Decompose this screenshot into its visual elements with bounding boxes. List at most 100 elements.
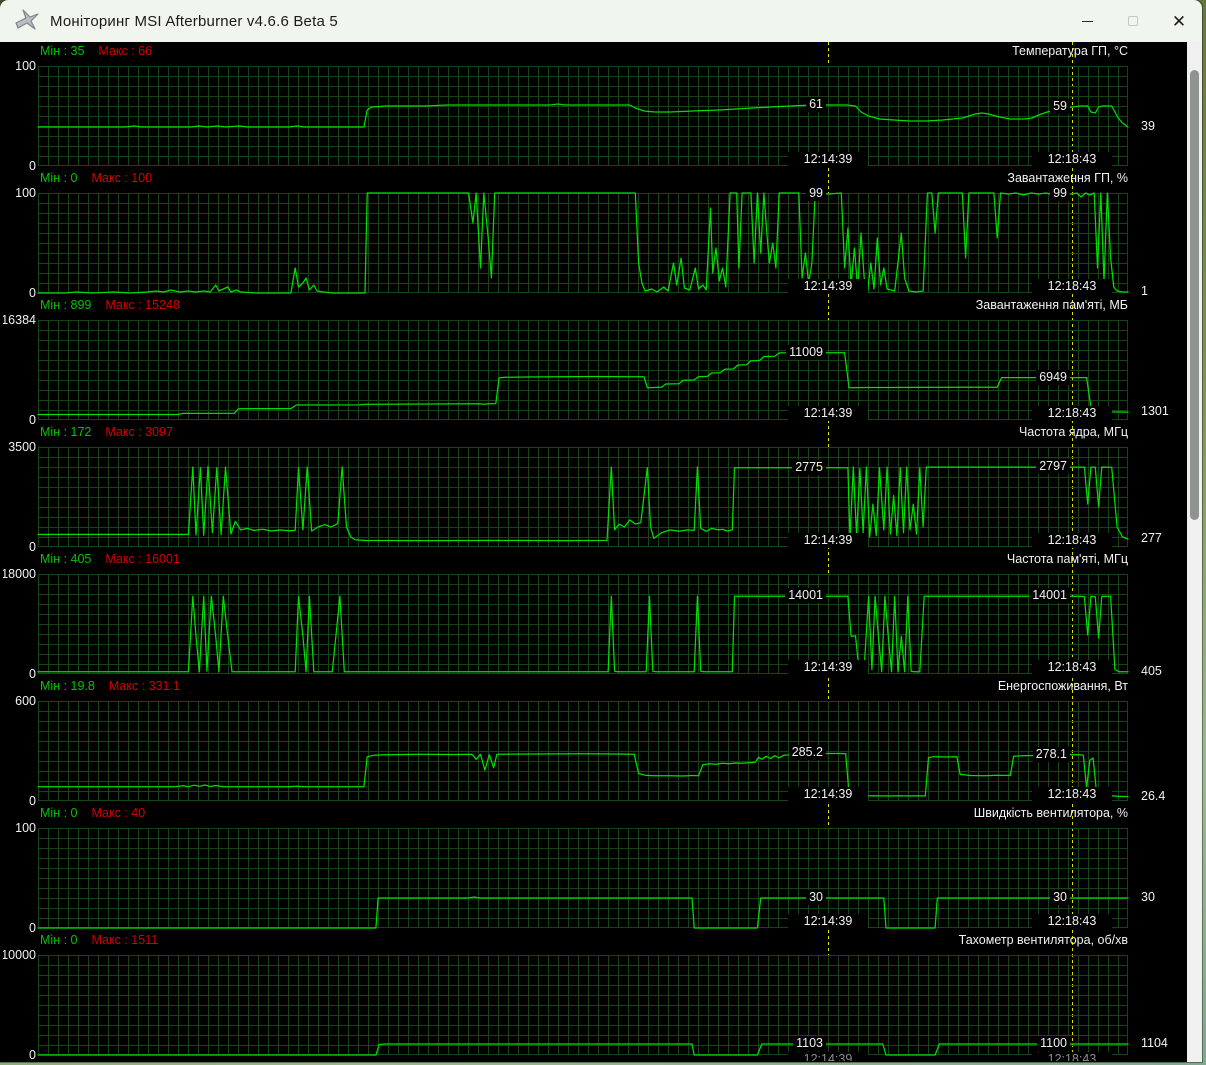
min-value-label: Мін : 0 <box>40 806 78 820</box>
timestamp-cursor1: 12:14:39 <box>788 533 868 548</box>
monitoring-area: Мін : 35 Макс : 66 Температура ГП, °C 1 0 0 0 6… <box>3 42 1185 1061</box>
monitor-panel: Мін : 0 Макс : 40 Швидкість вентилятора, %… <box>3 804 1185 935</box>
trace-svg <box>37 896 1129 929</box>
cursor2-value-label: 59 <box>1050 99 1070 114</box>
maximize-button[interactable] <box>1110 0 1156 42</box>
plot-grid <box>37 828 1129 929</box>
trace-svg <box>37 595 1129 673</box>
timestamp-cursor2: 12:18:43 <box>1032 660 1112 675</box>
max-value-label: Макс : 16001 <box>105 552 180 566</box>
cursor2-value-label: 14001 <box>1029 588 1070 603</box>
cursor2-value-label: 2797 <box>1036 459 1070 474</box>
max-value-label: Макс : 3097 <box>105 425 173 439</box>
panel-title: Частота пам'яті, МГц <box>1006 552 1128 566</box>
current-value-label: 405 <box>1138 664 1165 679</box>
cursor1-value-label: 2775 <box>792 460 826 475</box>
trace-line <box>37 595 1129 673</box>
monitor-panel: Мін : 0 Макс : 1511 Тахометр вентилятора, … <box>3 931 1185 1061</box>
current-value-label: 1104 <box>1138 1036 1171 1051</box>
panel-title: Швидкість вентилятора, % <box>973 806 1128 820</box>
y-axis-zero-label: 0 <box>29 667 36 681</box>
close-button[interactable]: ✕ <box>1156 0 1202 42</box>
monitor-panel: Мін : 172 Макс : 3097 Частота ядра, МГц 350… <box>3 423 1185 554</box>
timestamp-cursor2: 12:18:43 <box>1032 1052 1112 1061</box>
y-axis-zero-label: 0 <box>29 921 36 935</box>
y-axis-max-label: 18000 <box>3 567 36 581</box>
plot-grid <box>37 955 1129 1056</box>
timestamp-cursor2: 12:18:43 <box>1032 279 1112 294</box>
current-value-label: 277 <box>1138 531 1165 546</box>
plot-grid <box>37 701 1129 801</box>
timestamp-cursor2: 12:18:43 <box>1032 914 1112 929</box>
panel-minmax-header: Мін : 0 Макс : 40 <box>40 806 145 822</box>
current-value-label: 1301 <box>1138 404 1172 419</box>
max-value-label: Макс : 66 <box>98 44 153 58</box>
cursor2-value-label: 99 <box>1050 186 1070 201</box>
current-value-label: 1 <box>1138 284 1151 299</box>
panel-minmax-header: Мін : 0 Макс : 1511 <box>40 933 158 949</box>
plot-grid <box>37 447 1129 547</box>
trace-line <box>37 752 1129 798</box>
timestamp-cursor1: 12:14:39 <box>788 1052 868 1061</box>
timestamp-cursor1: 12:14:39 <box>788 660 868 675</box>
min-value-label: Мін : 405 <box>40 552 92 566</box>
scrollbar-thumb[interactable] <box>1190 70 1199 520</box>
trace-line <box>37 465 1129 542</box>
y-axis-max-label: 600 <box>15 694 36 708</box>
y-axis-max-label: 16384 <box>3 313 36 327</box>
monitor-panel: Мін : 899 Макс : 15248 Завантаження пам'ят… <box>3 296 1185 427</box>
monitor-panel: Мін : 19.8 Макс : 331.1 Енергоспоживання, … <box>3 677 1185 808</box>
time-cursor-line-2 <box>1072 42 1073 1061</box>
trace-svg <box>37 1043 1129 1056</box>
timestamp-cursor2: 12:18:43 <box>1032 406 1112 421</box>
y-axis-zero-label: 0 <box>29 540 36 554</box>
timestamp-cursor1: 12:14:39 <box>788 914 868 929</box>
minimize-button[interactable] <box>1064 0 1110 42</box>
timestamp-cursor1: 12:14:39 <box>788 152 868 167</box>
min-value-label: Мін : 899 <box>40 298 92 312</box>
minimize-icon <box>1081 20 1093 22</box>
panel-title: Частота ядра, МГц <box>1018 425 1128 439</box>
y-axis-zero-label: 0 <box>29 286 36 300</box>
current-value-label: 30 <box>1138 890 1158 905</box>
max-value-label: Макс : 100 <box>91 171 153 185</box>
timestamp-cursor1: 12:14:39 <box>788 279 868 294</box>
timestamp-cursor1: 12:14:39 <box>788 406 868 421</box>
max-value-label: Макс : 1511 <box>91 933 159 947</box>
vertical-scrollbar[interactable] <box>1187 42 1202 1062</box>
panel-minmax-header: Мін : 172 Макс : 3097 <box>40 425 173 441</box>
y-axis-max-label: 10000 <box>3 948 36 962</box>
panel-title: Завантаження ГП, % <box>1007 171 1128 185</box>
current-value-label: 39 <box>1138 119 1158 134</box>
panel-title: Температура ГП, °C <box>1012 44 1128 58</box>
panel-title: Тахометр вентилятора, об/хв <box>958 933 1128 947</box>
panel-minmax-header: Мін : 19.8 Макс : 331.1 <box>40 679 180 695</box>
y-axis-zero-label: 0 <box>29 1048 36 1061</box>
cursor1-value-label: 285.2 <box>788 745 826 760</box>
timestamp-cursor1: 12:14:39 <box>788 787 868 802</box>
window-title: Моніторинг MSI Afterburner v4.6.6 Beta 5 <box>50 12 338 30</box>
y-axis-zero-label: 0 <box>29 413 36 427</box>
trace-line <box>37 896 1129 929</box>
app-jet-icon <box>15 9 39 30</box>
y-axis-zero-label: 0 <box>29 794 36 808</box>
cursor2-value-label: 6949 <box>1036 370 1070 385</box>
monitor-panel: Мін : 35 Макс : 66 Температура ГП, °C 100 0 6… <box>3 42 1185 173</box>
timestamp-cursor2: 12:18:43 <box>1032 787 1112 802</box>
cursor1-value-label: 11009 <box>786 345 826 360</box>
timestamp-cursor2: 12:18:43 <box>1032 533 1112 548</box>
panel-minmax-header: Мін : 35 Макс : 66 <box>40 44 152 60</box>
monitor-panel: Мін : 0 Макс : 100 Завантаження ГП, % 100 0 9… <box>3 169 1185 300</box>
monitor-panel: Мін : 405 Макс : 16001 Частота пам'яті, МГ… <box>3 550 1185 681</box>
timestamp-cursor2: 12:18:43 <box>1032 152 1112 167</box>
trace-svg <box>37 465 1129 542</box>
plot-grid <box>37 574 1129 674</box>
panel-title: Завантаження пам'яті, МБ <box>975 298 1128 312</box>
titlebar[interactable]: Моніторинг MSI Afterburner v4.6.6 Beta 5… <box>0 0 1202 42</box>
max-value-label: Макс : 40 <box>91 806 146 820</box>
panel-minmax-header: Мін : 899 Макс : 15248 <box>40 298 180 314</box>
close-icon: ✕ <box>1171 11 1187 31</box>
trace-svg <box>37 103 1129 128</box>
